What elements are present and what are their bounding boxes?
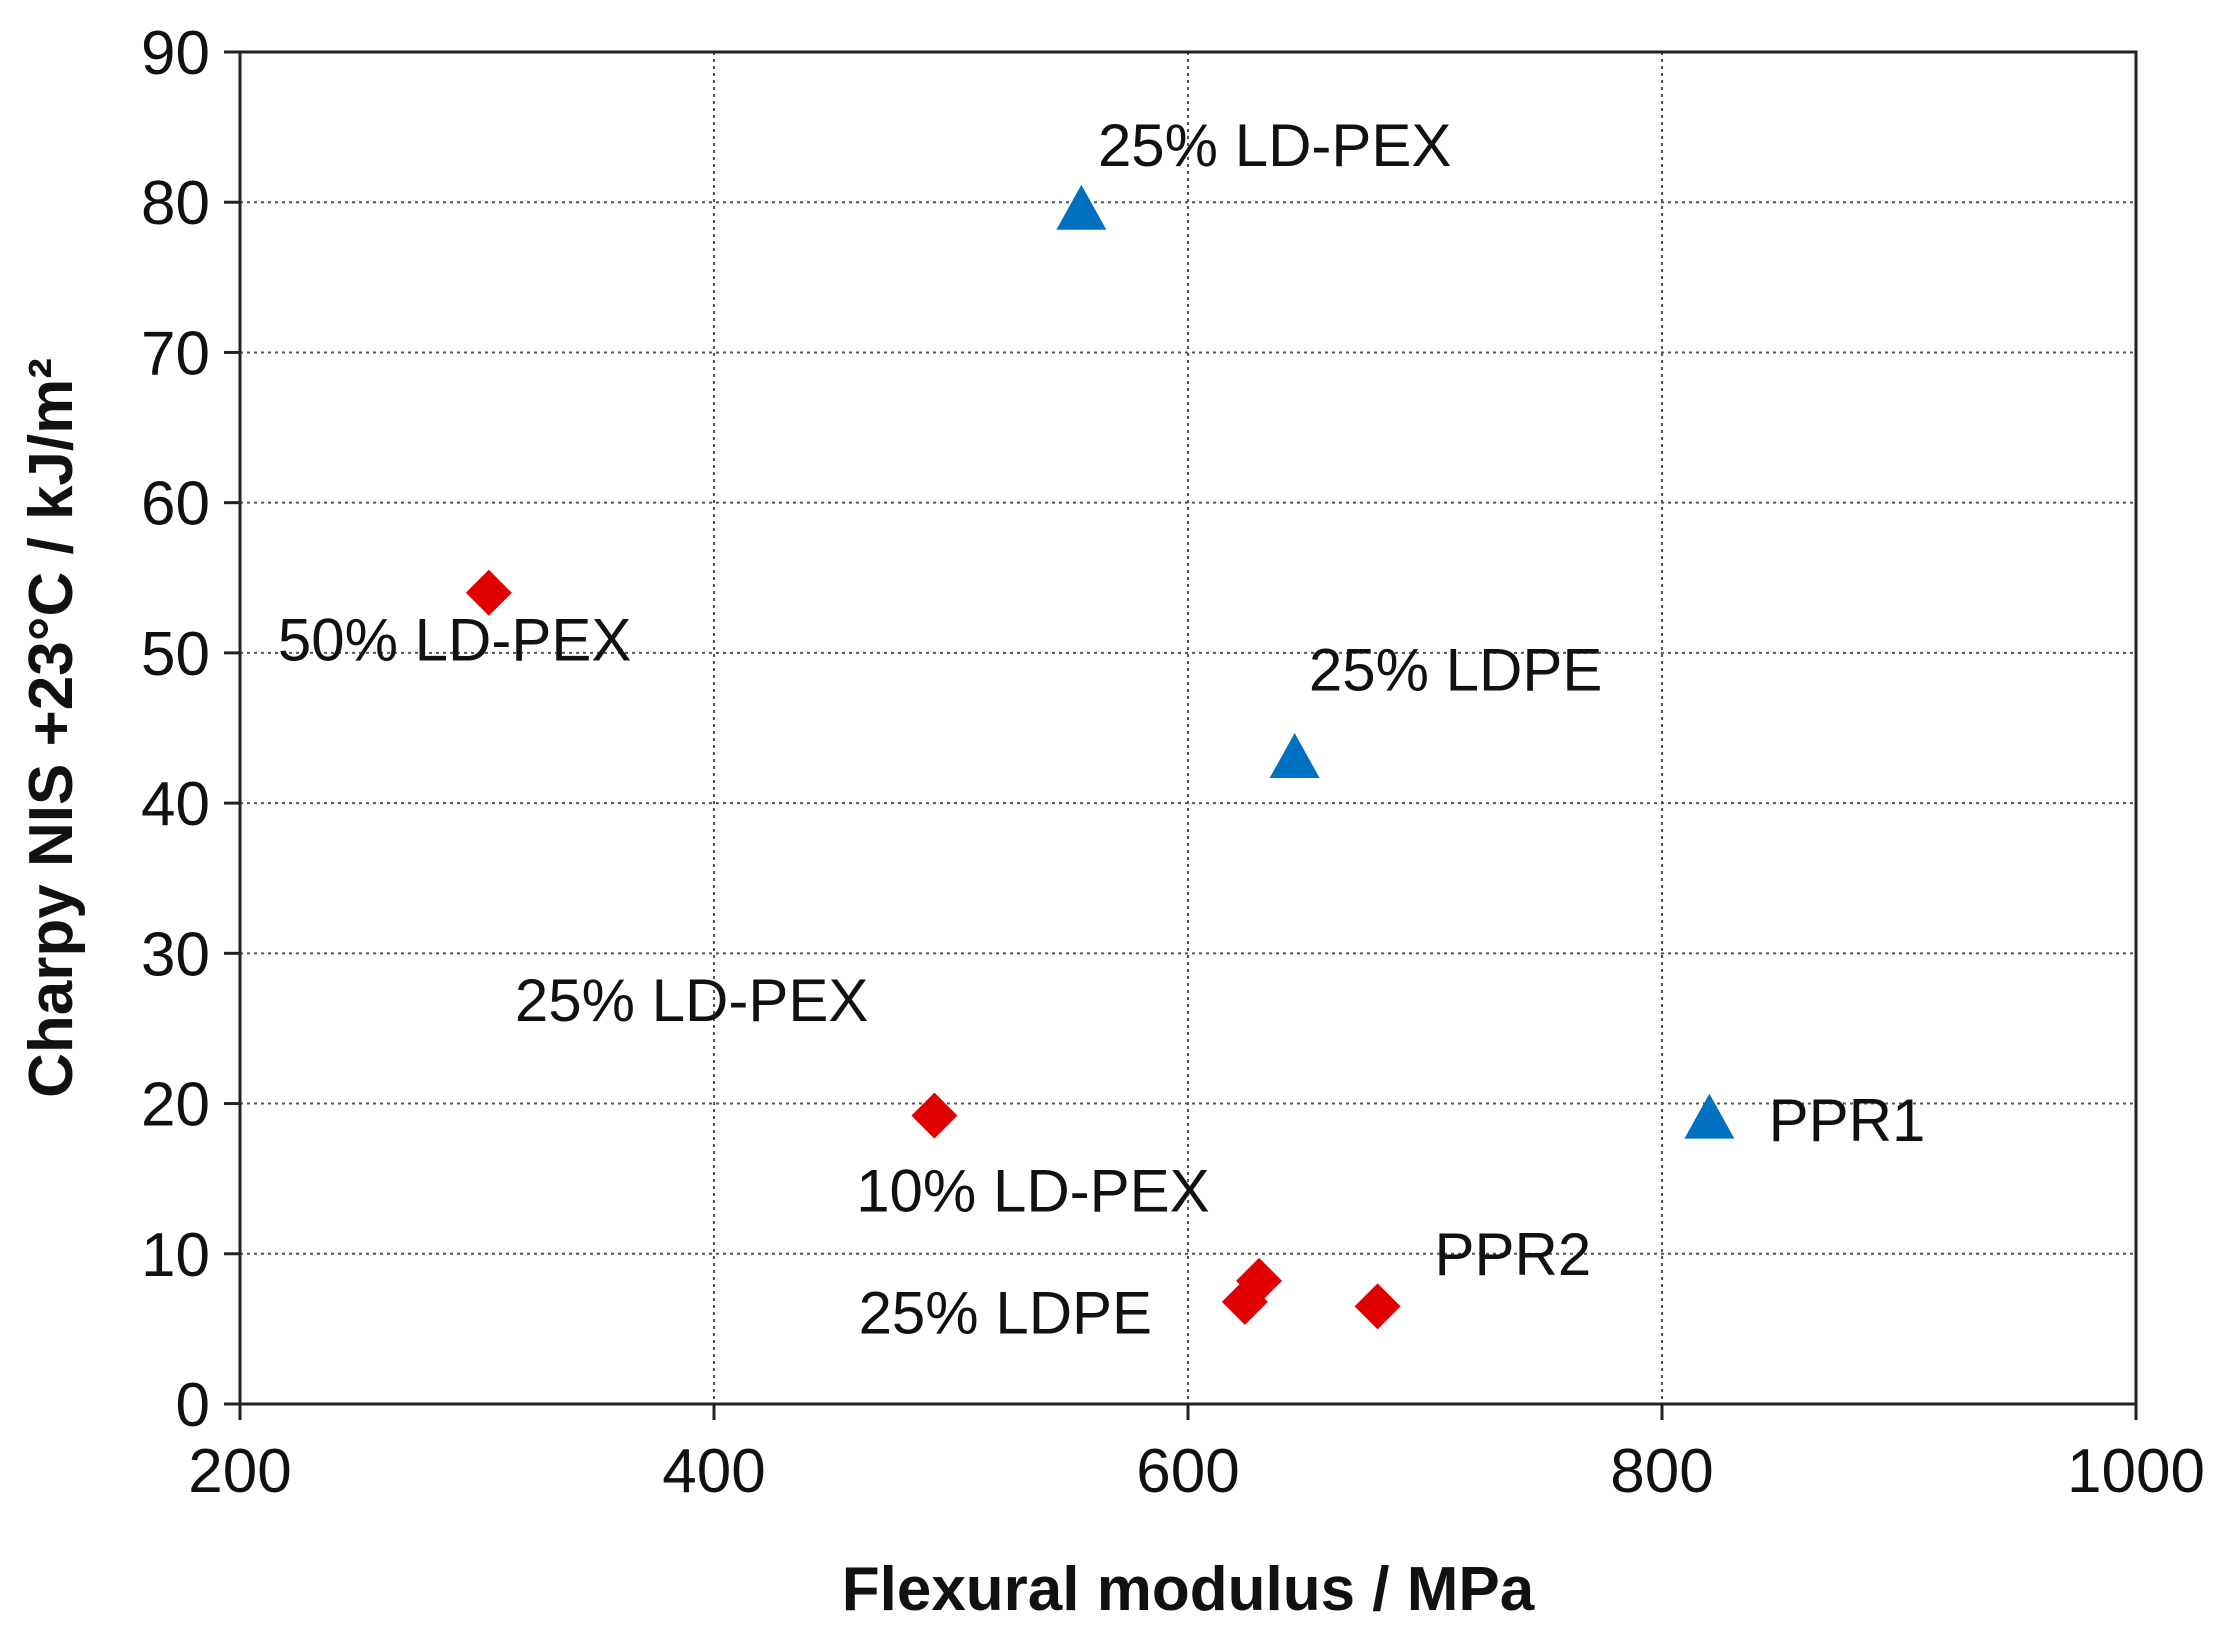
x-tick-label: 800 [1610,1437,1713,1506]
triangle-marker [1269,733,1320,779]
point-annotation: 25% LDPE [1309,636,1603,703]
x-tick-label: 200 [188,1437,291,1506]
triangle-marker [1056,184,1107,230]
y-tick-label: 40 [141,770,210,839]
x-tick-label: 1000 [2067,1437,2205,1506]
y-tick-label: 0 [176,1371,210,1440]
y-tick-label: 30 [141,920,210,989]
y-tick-label: 20 [141,1071,210,1140]
x-axis-title: Flexural modulus / MPa [842,1555,1535,1624]
point-annotation: 25% LDPE [859,1279,1153,1346]
point-annotation: 10% LD-PEX [856,1158,1209,1225]
y-tick-label: 90 [141,19,210,88]
y-tick-label: 70 [141,319,210,388]
gridlines [240,52,2136,1404]
point-annotation: PPR1 [1769,1087,1926,1154]
x-tick-label: 400 [662,1437,765,1506]
x-tick-label: 600 [1136,1437,1239,1506]
diamond-marker [1354,1283,1401,1330]
y-tick-label: 60 [141,470,210,539]
point-annotation: 25% LD-PEX [1098,112,1452,179]
diamond-marker [465,569,512,616]
y-tick-label: 10 [141,1221,210,1290]
y-tick-label: 80 [141,169,210,238]
data-points [465,184,1735,1330]
diamond-marker [1221,1278,1268,1325]
annotations: 25% LD-PEX 25% LDPE PPR1 50% LD-PEX 25% LD-P… [278,112,1925,1346]
point-annotation: 25% LD-PEX [515,967,869,1034]
triangle-marker [1684,1093,1735,1139]
point-annotation: 50% LD-PEX [278,606,632,673]
y-axis-title: Charpy NIS +23°C / kJ/m² [17,358,86,1098]
y-tick-label: 50 [141,620,210,689]
diamond-marker [911,1092,958,1139]
axis-ticks: 0 10 20 30 40 50 60 70 80 90 200 400 600 800 1000 [141,19,2205,1506]
point-annotation: PPR2 [1434,1221,1591,1288]
